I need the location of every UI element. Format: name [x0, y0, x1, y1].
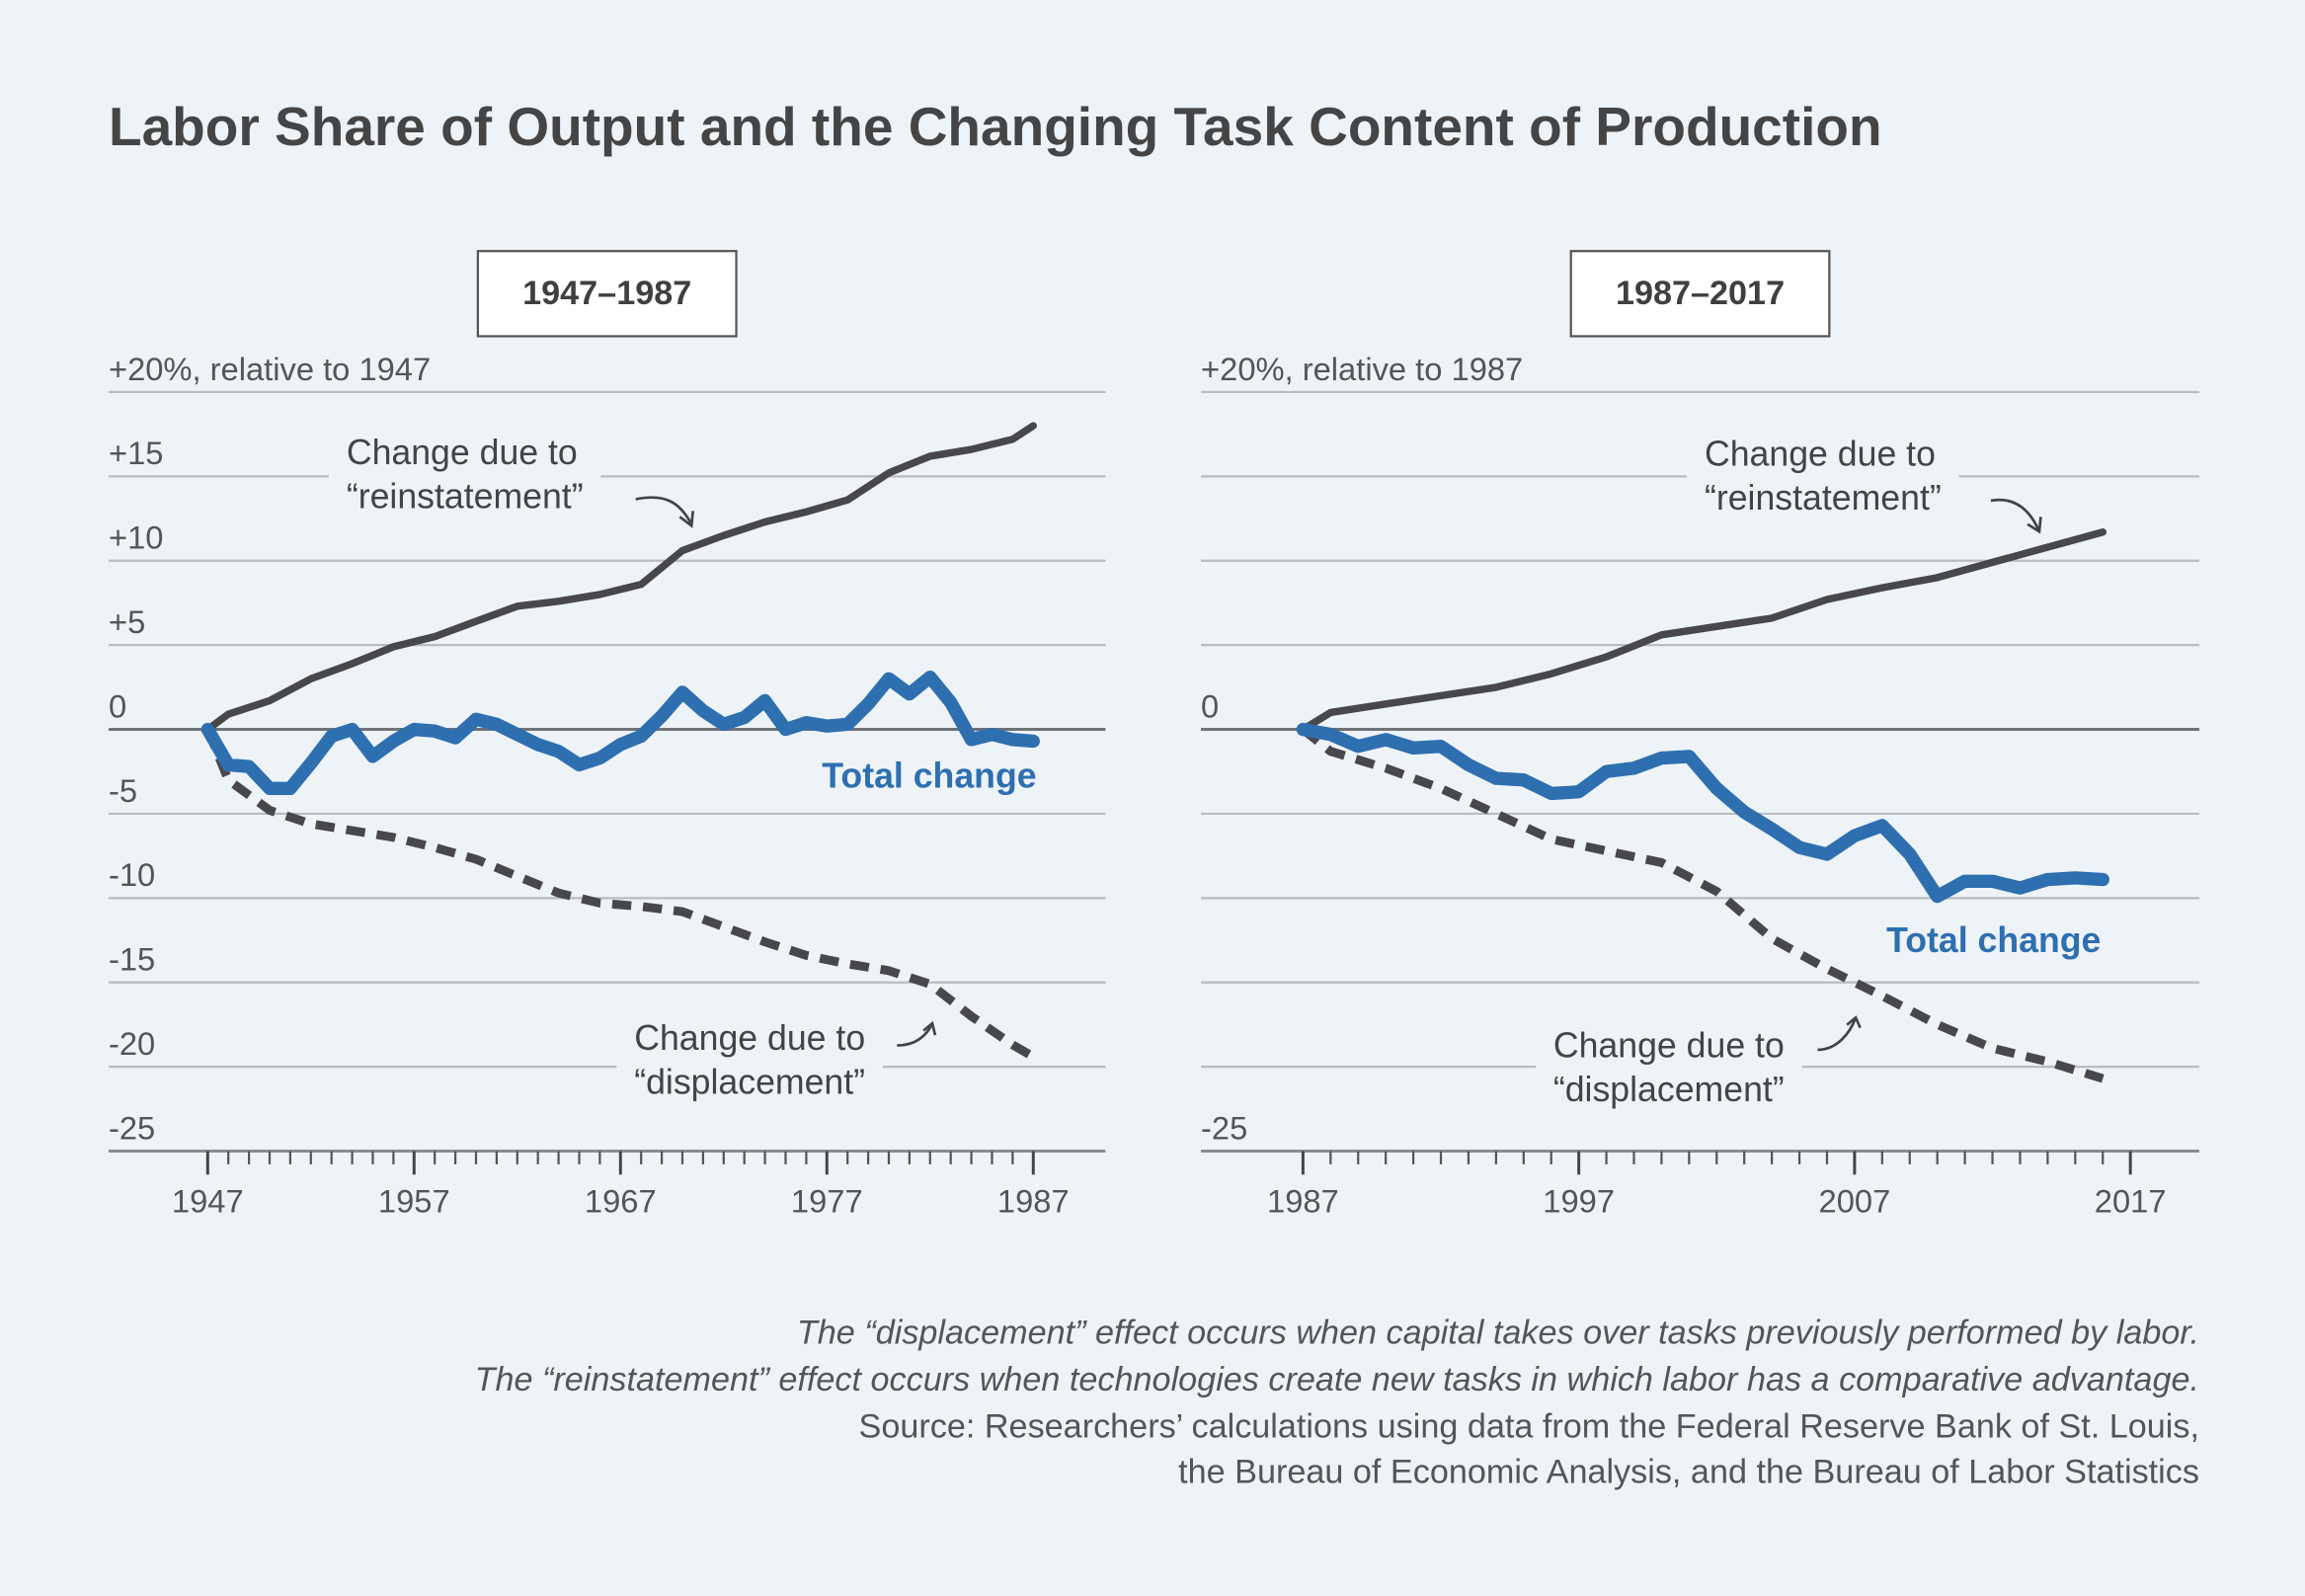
- annotation-arrowhead: [1846, 1015, 1862, 1029]
- y-tick-label: -5: [109, 772, 137, 809]
- x-tick-label: 1997: [1543, 1183, 1615, 1220]
- annotation-arrow: [1817, 1016, 1858, 1052]
- chart-panel: 1947–1987 +20%, relative to 1947 +15 +10 +5 0…: [109, 250, 1106, 1220]
- chart-panel: 1987–2017 +20%, relative to 1987 0 -25 1987 1…: [1201, 250, 2199, 1220]
- annotation-arrowhead: [2027, 517, 2042, 534]
- annotation-arrowhead: [922, 1020, 937, 1036]
- series-line: [1299, 528, 2107, 734]
- y-tick-label: -20: [109, 1025, 155, 1062]
- x-tick-label: 1987: [1267, 1183, 1339, 1220]
- panel-title: 1987–2017: [1616, 275, 1785, 312]
- y-tick-label: 0: [109, 687, 126, 724]
- series-line: [203, 727, 1036, 1061]
- y-tick-label: 0: [1201, 687, 1219, 724]
- x-tick-label: 1967: [585, 1183, 657, 1220]
- series-annotation: Change due to “reinstatement”: [347, 433, 584, 517]
- annotation-arrow: [1990, 498, 2041, 532]
- y-tick-label: -25: [1201, 1109, 1247, 1146]
- x-tick-label: 1947: [172, 1183, 244, 1220]
- x-tick-label: 2007: [1819, 1183, 1891, 1220]
- x-tick-label: 2017: [2095, 1183, 2167, 1220]
- y-tick-label: +15: [109, 435, 163, 471]
- series-line: [1300, 726, 2105, 1083]
- y-tick-label: -15: [109, 941, 155, 978]
- x-tick-label: 1987: [997, 1183, 1070, 1220]
- panel-title-box: [1569, 250, 1831, 338]
- annotation-background: [616, 1012, 884, 1109]
- source-note: the Bureau of Economic Analysis, and the…: [1178, 1454, 2199, 1491]
- footnote: The “displacement” effect occurs when ca…: [797, 1314, 2199, 1351]
- series-label: Total change: [822, 756, 1036, 795]
- y-tick-label: +5: [109, 603, 145, 640]
- series-label: Total change: [1886, 920, 2101, 960]
- annotation-arrowhead: [678, 511, 695, 528]
- annotation-background: [328, 427, 601, 522]
- annotation-arrow: [635, 496, 693, 525]
- series-annotation: Change due to “displacement”: [1553, 1026, 1785, 1110]
- series-line: [203, 422, 1037, 734]
- y-tick-label: +10: [109, 519, 163, 556]
- series-line: [1296, 722, 2110, 904]
- annotation-arrow: [897, 1022, 934, 1047]
- source-note: Source: Researchers’ calculations using …: [859, 1408, 2199, 1446]
- y-tick-label: -10: [109, 856, 155, 893]
- x-tick-label: 1957: [378, 1183, 450, 1220]
- y-tick-label: +20%, relative to 1947: [109, 351, 431, 387]
- series-annotation: Change due to “displacement”: [634, 1018, 865, 1102]
- panel-title: 1947–1987: [522, 275, 691, 312]
- x-tick-label: 1977: [791, 1183, 863, 1220]
- annotation-background: [1536, 1019, 1802, 1116]
- series-annotation: Change due to “reinstatement”: [1705, 435, 1942, 519]
- annotation-background: [1687, 428, 1959, 524]
- y-tick-label: -25: [109, 1109, 155, 1146]
- panel-title-box: [476, 250, 738, 338]
- figure-title: Labor Share of Output and the Changing T…: [109, 96, 1882, 157]
- footnote: The “reinstatement” effect occurs when t…: [475, 1361, 2199, 1398]
- series-line: [200, 670, 1040, 796]
- y-tick-label: +20%, relative to 1987: [1201, 351, 1523, 387]
